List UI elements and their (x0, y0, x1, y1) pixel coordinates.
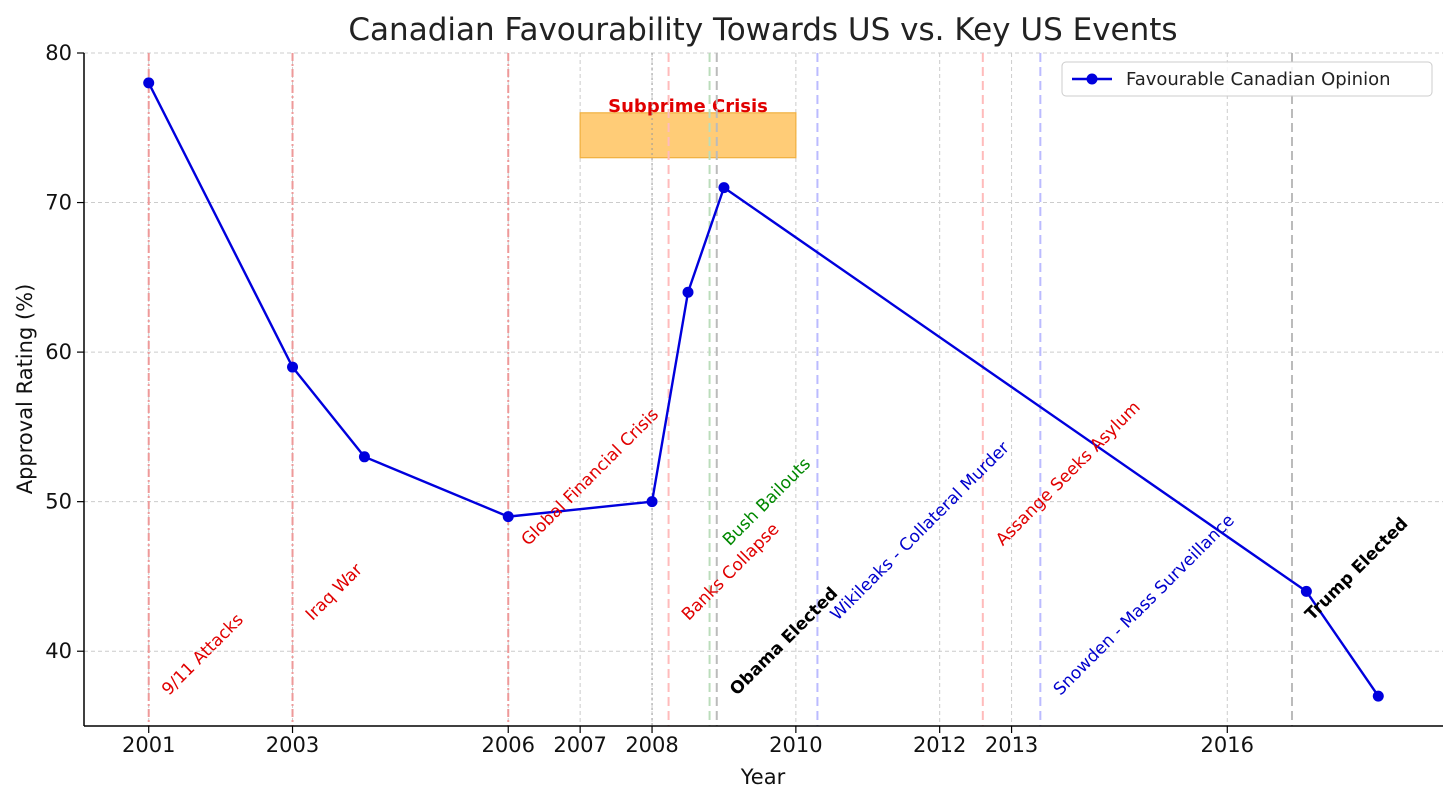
data-point (682, 286, 694, 298)
x-tick-label: 2001 (122, 733, 175, 757)
event-label: Snowden - Mass Surveillance (1050, 511, 1239, 700)
y-tick-label: 70 (45, 191, 72, 215)
event-label: Iraq War (302, 560, 367, 625)
legend-box (1061, 61, 1433, 97)
event-label: Obama Elected (726, 584, 842, 700)
band-label: Subprime Crisis (608, 96, 768, 117)
data-point (287, 361, 299, 373)
data-point (646, 496, 658, 508)
data-point (502, 511, 514, 523)
chart-title: Canadian Favourability Towards US vs. Ke… (348, 12, 1177, 48)
event-label: Trump Elected (1301, 514, 1412, 625)
event-label: Assange Seeks Asylum (992, 398, 1144, 550)
y-tick-label: 40 (45, 639, 72, 663)
x-tick-label: 2007 (553, 733, 606, 757)
legend-label: Favourable Canadian Opinion (1126, 69, 1391, 90)
event-labels: 9/11 Attacks Iraq War Global Financial Cri… (158, 398, 1412, 700)
x-axis-label: Year (740, 765, 786, 789)
band-rect (579, 112, 797, 159)
data-point (358, 451, 370, 463)
x-tick-label: 2006 (482, 733, 535, 757)
legend-marker (1086, 73, 1098, 85)
x-tick-label: 2012 (913, 733, 966, 757)
x-tick-label: 2016 (1201, 733, 1254, 757)
x-tick-label: 2008 (625, 733, 678, 757)
event-label: Global Financial Crisis (518, 405, 663, 550)
x-tick-label: 2013 (985, 733, 1038, 757)
series (143, 77, 1384, 702)
event-label: Wikileaks - Collateral Murder (827, 438, 1014, 625)
event-label: 9/11 Attacks (158, 610, 248, 700)
bands: Subprime Crisis (579, 96, 797, 159)
axes: 2001 2003 2006 2007 2008 2010 2012 2013 2016 40 50… (45, 41, 1443, 757)
data-point (1300, 585, 1312, 597)
legend: Favourable Canadian Opinion (1061, 61, 1433, 97)
data-point (1372, 690, 1384, 702)
y-axis-label: Approval Rating (%) (13, 284, 37, 495)
x-tick-label: 2010 (769, 733, 822, 757)
event-lines (147, 53, 1293, 726)
data-point (718, 182, 730, 194)
y-tick-label: 80 (45, 41, 72, 65)
x-tick-label: 2003 (266, 733, 319, 757)
data-point (143, 77, 155, 89)
y-tick-label: 50 (45, 490, 72, 514)
y-tick-label: 60 (45, 340, 72, 364)
